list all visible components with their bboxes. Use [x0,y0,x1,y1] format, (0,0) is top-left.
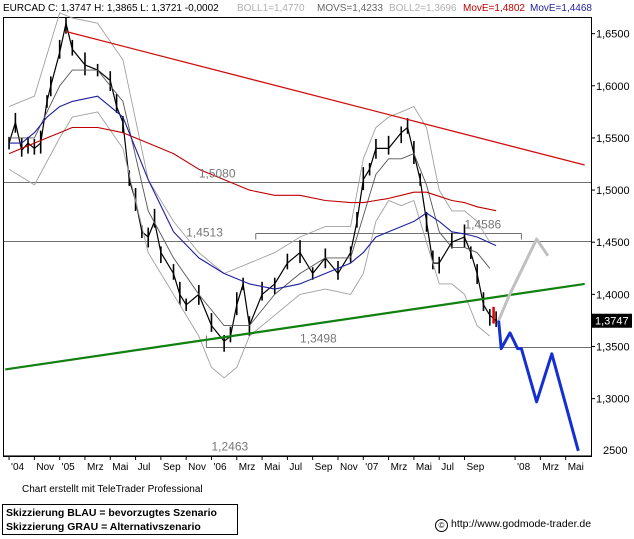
header-move-blue: MovE=1,4468 [530,3,592,14]
x-tick-label-19: '08 [517,462,530,473]
x-tick-label-0: '04 [11,462,24,473]
copyright-icon: © [435,519,448,532]
series-scenario-grey [497,237,550,321]
x-tick-label-15: Mrz [391,462,408,473]
header-boll2: BOLL2=1,3696 [389,3,457,14]
y-tick-label-0: 1,3000 [596,394,630,406]
plot-frame [3,17,592,457]
y-tick-label-2: 1,4000 [596,289,630,301]
chart-credit: Chart erstellt mit TeleTrader Profession… [22,484,203,495]
current-price-box [592,313,632,328]
y-extra-label-0: 2500 [603,445,627,457]
x-tick-label-8: '06 [213,462,226,473]
x-tick-label-21: Mai [568,462,584,473]
x-tick-label-13: Nov [340,462,358,473]
source-url: http://www.godmode-trader.de [451,518,592,530]
x-tick-label-1: Nov [36,462,54,473]
y-tick-label-3: 1,4500 [596,237,630,249]
y-tick-label-7: 1,6500 [596,29,630,41]
trendline-up [5,282,585,371]
header-movs: MOVS=1,4233 [317,3,383,14]
y-tick-label-6: 1,6000 [596,81,630,93]
x-tick-label-4: Mai [112,462,128,473]
y-tick-label-5: 1,5500 [596,133,630,145]
legend-grey: Skizzierung GRAU = Alternativszenario [6,521,201,533]
series-ema-long [8,126,497,212]
x-tick-label-5: Jul [138,462,151,473]
current-price-label: 1,3747 [595,316,629,328]
legend-blue: Skizzierung BLAU = bevorzugtes Szenario [6,507,217,519]
x-tick-label-14: '07 [365,462,378,473]
level-label-3: 1,3498 [300,332,337,346]
level-label-0: 1,5080 [199,167,236,181]
level-label-4: 1,2463 [211,440,248,454]
x-tick-label-11: Jul [289,462,302,473]
series-bollinger-upper [8,12,491,274]
y-tick-label-1: 1,3500 [596,342,630,354]
x-tick-label-9: Mrz [239,462,256,473]
series-ema-short [9,95,497,290]
x-tick-label-17: Jul [441,462,454,473]
y-tick-label-4: 1,5000 [596,185,630,197]
x-tick-label-3: Mrz [87,462,104,473]
x-tick-label-16: Mai [416,462,432,473]
series-sma [9,69,491,327]
x-tick-label-10: Mai [264,462,280,473]
level-label-1: 1,4513 [186,226,223,240]
trendline-down [65,30,585,166]
header-move-red: MovE=1,4802 [463,3,525,14]
x-tick-label-6: Sep [163,462,181,473]
x-tick-label-12: Sep [315,462,333,473]
x-tick-label-7: Nov [188,462,206,473]
x-tick-label-2: '05 [62,462,75,473]
source-link[interactable]: © http://www.godmode-trader.de [435,518,591,532]
level-label-2: 1,4586 [464,218,501,232]
scenario-legend: Skizzierung BLAU = bevorzugtes Szenario … [2,504,238,535]
x-tick-label-20: Mrz [542,462,559,473]
x-tick-label-18: Sep [466,462,484,473]
series-scenario-blue [497,320,580,452]
header-boll1: BOLL1=1,4770 [237,3,305,14]
header-symbol: EURCAD C: 1,3747 H: 1,3865 L: 1,3721 -0,… [3,3,219,14]
